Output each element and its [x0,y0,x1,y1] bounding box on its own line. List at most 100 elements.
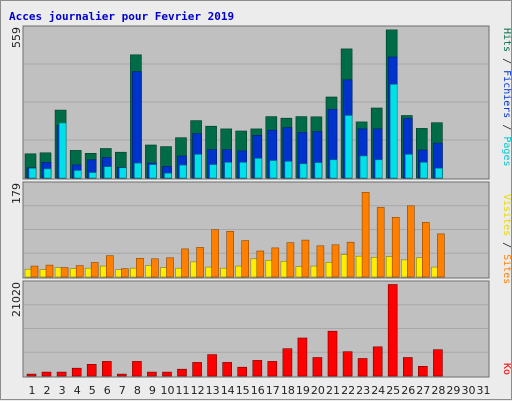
bar-ko-day-4 [71,367,82,377]
x-label-day-10: 10 [161,384,175,397]
legend-visits-sites: Visites / Sites [501,194,512,284]
legend-files: Fichiers [501,70,512,118]
bar-sites-day-27 [421,222,430,278]
visits-sites-bars [24,192,445,278]
x-label-day-13: 13 [206,384,220,397]
bar-pages-day-13 [209,164,217,179]
bar-sites-day-28 [437,233,445,278]
bar-sites-day-3 [60,267,69,278]
bar-sites-day-23 [361,192,370,278]
bar-ko-day-10 [162,371,172,377]
chart-title: Acces journalier pour Fevrier 2019 [9,10,234,23]
bar-sites-day-26 [406,205,415,278]
bar-sites-day-5 [90,262,99,278]
bar-pages-day-4 [73,170,82,179]
bar-ko-day-7 [117,373,127,377]
bar-pages-day-17 [269,160,278,179]
bar-pages-day-3 [58,122,67,179]
x-label-day-15: 15 [236,384,250,397]
bar-sites-day-15 [241,240,249,278]
bar-pages-day-2 [43,168,52,179]
bar-sites-day-16 [256,250,265,278]
bar-ko-day-14 [222,362,232,377]
bar-fichiers-day-8 [132,71,142,179]
bar-ko-day-25 [387,284,398,377]
bar-sites-day-18 [286,242,295,278]
x-label-day-6: 6 [104,384,111,397]
x-label-day-26: 26 [401,384,415,397]
x-axis-day-labels: 1 2 3 4 5 6 7 8 9 10 11 12 13 14 15 16 17 18 19 20 21 22 23 24 2… [29,384,491,397]
x-label-day-5: 5 [89,384,96,397]
bar-pages-day-12 [194,154,202,179]
bar-ko-day-13 [207,354,217,377]
bar-ko-day-5 [86,363,97,377]
bar-sites-day-22 [346,241,355,278]
bar-pages-day-7 [119,167,127,179]
kbytes-ymax-label: 21020 [10,282,23,317]
x-label-day-17: 17 [266,384,280,397]
bar-ko-day-22 [342,351,353,377]
bar-pages-day-9 [149,164,157,179]
bar-sites-day-8 [136,257,144,278]
bar-sites-day-10 [166,257,174,278]
bar-ko-day-6 [102,361,112,377]
x-label-day-1: 1 [29,384,36,397]
bar-ko-day-2 [41,371,52,377]
bar-ko-day-17 [267,361,278,377]
bar-pages-day-18 [284,161,293,179]
x-label-day-14: 14 [221,384,235,397]
legend-sites: Sites [501,254,512,284]
bar-ko-day-8 [132,361,142,377]
bar-ko-day-3 [56,371,67,377]
x-label-day-20: 20 [311,384,325,397]
legend-visits: Visites [501,194,512,236]
bar-pages-day-21 [329,159,338,179]
x-label-day-16: 16 [251,384,265,397]
bar-sites-day-6 [106,255,114,278]
x-label-day-3: 3 [59,384,66,397]
bar-ko-day-11 [177,368,187,377]
bar-sites-day-11 [181,248,189,278]
x-label-day-31: 31 [477,384,491,397]
bar-sites-day-12 [196,247,204,278]
bar-pages-day-20 [314,162,323,179]
x-label-day-30: 30 [462,384,476,397]
x-label-day-25: 25 [386,384,400,397]
bar-ko-day-18 [282,348,293,377]
x-label-day-7: 7 [119,384,126,397]
x-label-day-9: 9 [149,384,156,397]
x-label-day-24: 24 [371,384,385,397]
x-label-day-2: 2 [44,384,51,397]
bar-ko-day-9 [147,371,157,377]
x-label-day-28: 28 [431,384,445,397]
legend-hits-files-pages: Hits / Fichiers / Pages [501,28,512,167]
x-label-day-19: 19 [296,384,310,397]
bar-pages-day-26 [404,154,413,179]
bar-ko-day-26 [402,357,413,377]
bar-pages-day-25 [389,84,398,179]
x-label-day-27: 27 [416,384,430,397]
bar-sites-day-25 [391,217,400,278]
bar-sites-day-4 [75,265,84,278]
bar-sites-day-13 [211,229,219,278]
hits-files-pages-bars [24,29,443,179]
kbytes-bars [26,284,443,377]
bar-pages-day-15 [239,162,247,179]
bar-pages-day-11 [179,164,187,179]
bar-sites-day-1 [30,265,39,278]
legend-pages: Pages [501,136,512,166]
bar-pages-day-22 [344,115,353,179]
bar-sites-day-19 [301,239,310,278]
bar-ko-day-24 [372,346,383,377]
bar-sites-day-21 [331,244,340,278]
bar-pages-day-10 [164,172,172,179]
bar-pages-day-19 [299,163,308,179]
bar-ko-day-16 [252,360,263,377]
x-label-day-18: 18 [281,384,295,397]
x-label-day-4: 4 [74,384,81,397]
x-label-day-21: 21 [326,384,340,397]
bar-ko-day-27 [417,365,428,377]
bar-ko-day-12 [192,362,202,377]
